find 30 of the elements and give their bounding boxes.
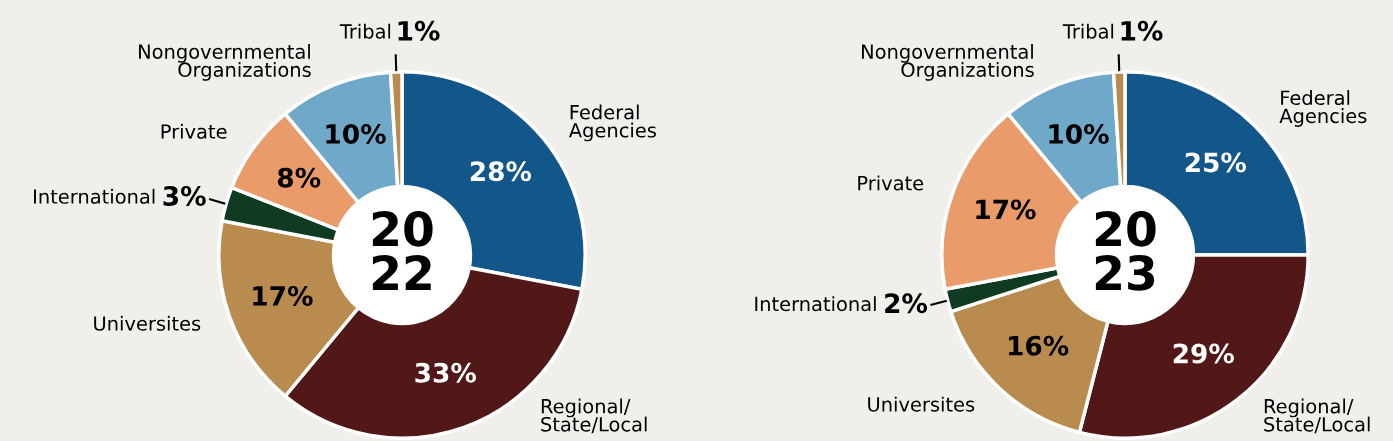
slice-label: Universites (94, 315, 201, 331)
data-label: 10% (326, 124, 386, 144)
text: 20 23 (1095, 211, 1156, 291)
data-label: 3% (163, 185, 206, 206)
data-label: 1% (1121, 20, 1163, 41)
slice-label: Federal Agencies (1279, 90, 1367, 127)
slice-label: International (755, 296, 876, 312)
slice-label: Federal Agencies (568, 104, 656, 142)
slice-label: Nongovernmental Organizations (139, 43, 311, 81)
data-label: 8% (277, 167, 321, 188)
text: 20 22 (372, 211, 433, 290)
slice-label: Nongovernmental Organizations (862, 43, 1034, 81)
slice-label: Tribal (339, 23, 391, 39)
slice-label: Regional/ State/Local (541, 398, 647, 434)
slice-label: Tribal (1062, 23, 1114, 39)
slice-label: Private (161, 123, 227, 139)
data-label: 2% (885, 293, 928, 314)
data-label: 10% (1049, 124, 1109, 144)
slice-label: Universites (868, 396, 975, 412)
data-label: 28% (470, 161, 532, 182)
data-label: 16% (1009, 335, 1069, 356)
data-label: 17% (253, 285, 313, 306)
slice-label: Regional/ State/Local (1264, 398, 1370, 434)
slice-label: Private (858, 175, 924, 191)
data-label: 33% (415, 362, 476, 383)
data-label: 1% (398, 20, 440, 41)
data-label: 17% (976, 199, 1036, 220)
data-label: 25% (1185, 152, 1246, 173)
data-label: 29% (1173, 343, 1234, 364)
slice-label: International (34, 188, 155, 204)
